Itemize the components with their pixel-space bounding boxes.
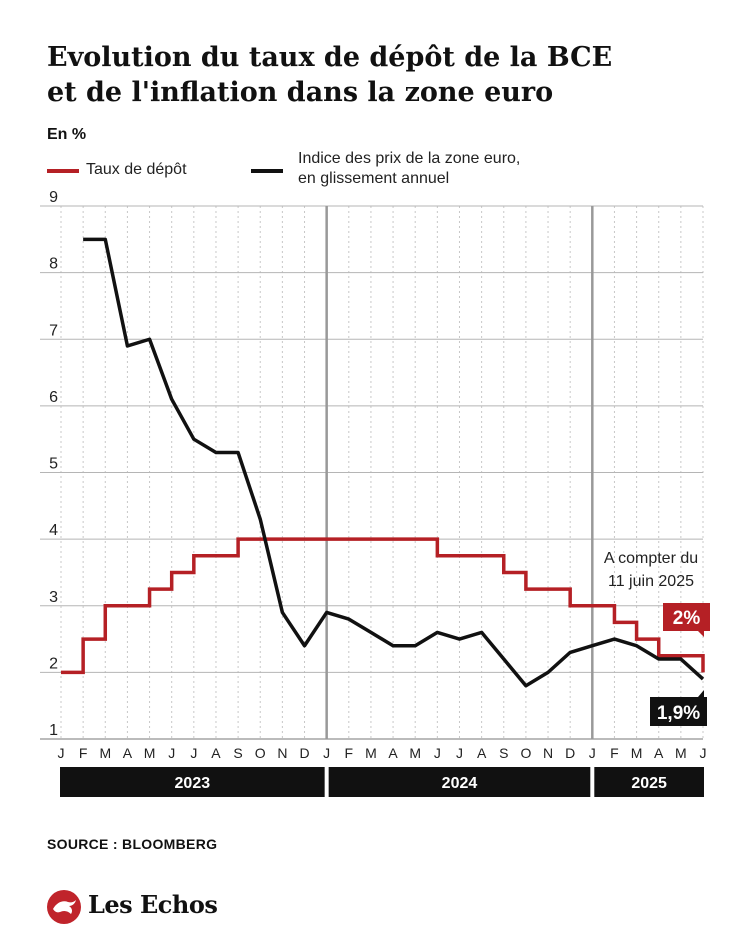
x-tick-label: F — [79, 745, 88, 761]
x-tick-label: J — [700, 745, 707, 761]
brand-name: Les Echos — [88, 890, 218, 919]
y-tick-label: 2 — [49, 655, 58, 672]
y-tick-label: 1 — [49, 722, 58, 739]
series-line-inflation — [83, 237, 705, 688]
y-tick-label: 4 — [49, 522, 58, 539]
year-label: 2023 — [175, 775, 211, 792]
y-tick-label: 8 — [49, 256, 58, 273]
legend-swatch-inflation — [251, 169, 283, 173]
title-line-2: et de l'inflation dans la zone euro — [47, 77, 554, 108]
brand-logo: Les Echos — [46, 888, 246, 928]
end-label-deposit-box — [663, 603, 710, 637]
y-tick-label: 5 — [49, 456, 58, 473]
x-tick-label: O — [255, 745, 266, 761]
x-tick-label: M — [365, 745, 377, 761]
source-label: SOURCE : BLOOMBERG — [47, 836, 218, 852]
x-tick-label: J — [589, 745, 596, 761]
legend-label-inflation: Indice des prix de la zone euro, en glis… — [298, 149, 520, 189]
y-tick-label: 6 — [49, 389, 58, 406]
end-label-inflation-box — [650, 690, 707, 726]
x-tick-label: F — [610, 745, 619, 761]
x-tick-label: O — [520, 745, 531, 761]
y-tick-label: 9 — [49, 189, 58, 206]
x-tick-label: J — [168, 745, 175, 761]
year-bar — [60, 767, 325, 797]
year-bar — [328, 767, 591, 797]
x-tick-label: A — [654, 745, 664, 761]
annotation-line-1: A compter du — [604, 550, 698, 567]
legend-label-inflation-line-2: en glissement annuel — [298, 170, 450, 187]
x-tick-label: D — [299, 745, 309, 761]
x-tick-label: A — [477, 745, 487, 761]
annotation-line-2: 11 juin 2025 — [608, 573, 694, 590]
year-bar — [594, 767, 704, 797]
x-tick-label: A — [211, 745, 221, 761]
series-line-deposit-rate — [61, 537, 705, 675]
x-tick-label: M — [675, 745, 687, 761]
x-tick-label: J — [190, 745, 197, 761]
x-tick-label: N — [277, 745, 287, 761]
unit-label: En % — [47, 126, 87, 143]
x-tick-label: J — [58, 745, 65, 761]
x-tick-label: A — [388, 745, 398, 761]
x-tick-label: S — [499, 745, 508, 761]
x-tick-label: J — [323, 745, 330, 761]
legend-swatch-deposit — [47, 169, 79, 173]
y-tick-label: 3 — [49, 589, 58, 606]
title-line-1: Evolution du taux de dépôt de la BCE — [47, 42, 613, 73]
y-tick-label: 7 — [49, 322, 58, 339]
x-tick-label: N — [543, 745, 553, 761]
x-tick-label: A — [123, 745, 133, 761]
x-tick-label: F — [345, 745, 354, 761]
x-tick-label: D — [565, 745, 575, 761]
end-label-deposit: 2% — [673, 608, 701, 629]
legend-label-deposit: Taux de dépôt — [86, 161, 187, 178]
x-tick-label: J — [434, 745, 441, 761]
year-label: 2025 — [631, 775, 667, 792]
end-label-inflation: 1,9% — [657, 703, 700, 724]
chart-title: Evolution du taux de dépôt de la BCE et … — [47, 40, 727, 110]
x-tick-label: M — [99, 745, 111, 761]
legend-label-inflation-line-1: Indice des prix de la zone euro, — [298, 150, 521, 167]
year-label: 2024 — [442, 775, 478, 792]
x-tick-label: S — [233, 745, 242, 761]
x-tick-label: M — [409, 745, 421, 761]
x-tick-label: J — [456, 745, 463, 761]
x-tick-label: M — [631, 745, 643, 761]
x-tick-label: M — [144, 745, 156, 761]
brand-emblem-icon — [47, 890, 81, 924]
